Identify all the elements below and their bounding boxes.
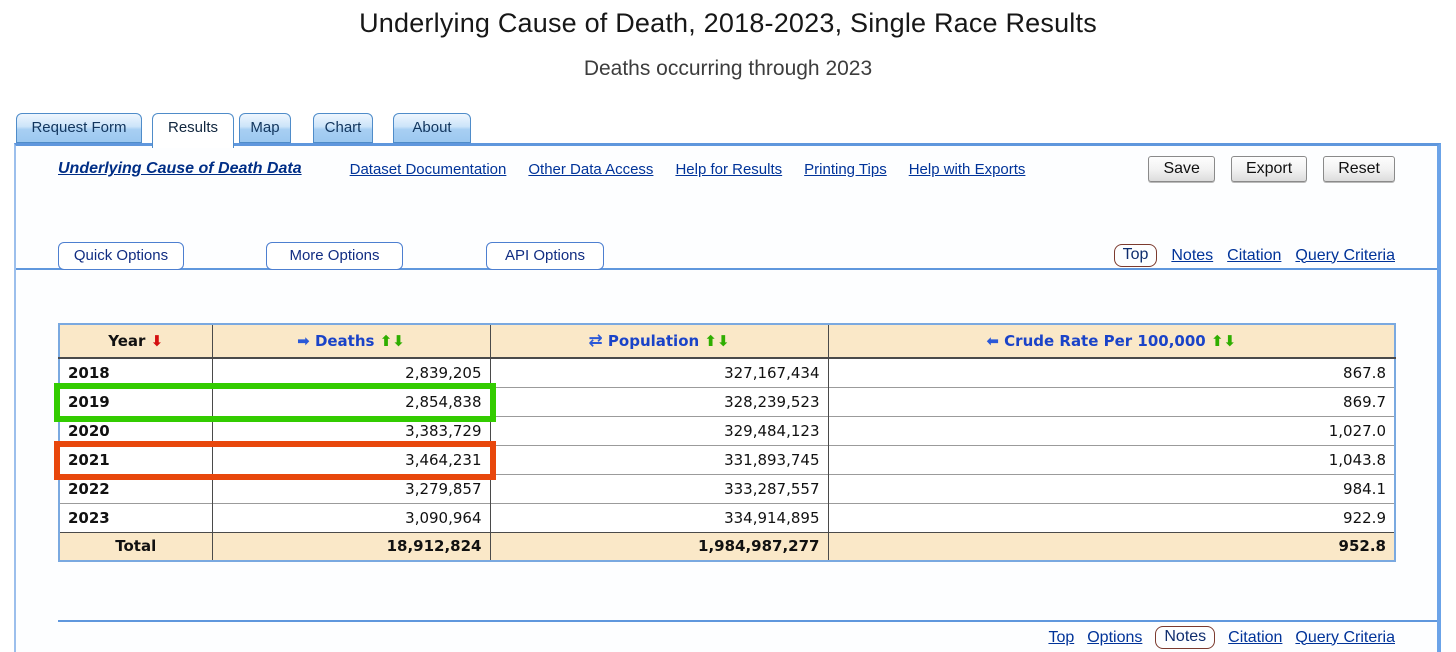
- link-query-criteria[interactable]: Query Criteria: [1295, 246, 1395, 264]
- cell-total-label: Total: [59, 531, 212, 561]
- col-header-crude-rate[interactable]: ⬅ Crude Rate Per 100,000 ⬆⬇: [827, 324, 1395, 359]
- tab-chart[interactable]: Chart: [313, 113, 373, 143]
- cell-population: 333,287,557: [489, 473, 828, 503]
- sort-asc-icon[interactable]: ⬆: [704, 332, 717, 350]
- cell-total-population: 1,984,987,277: [489, 531, 828, 561]
- cell-population: 327,167,434: [489, 357, 828, 387]
- col-header-year-label: Year: [108, 332, 146, 350]
- col-header-deaths[interactable]: ➡ Deaths ⬆⬇: [211, 324, 490, 359]
- cell-crude-rate: 922.9: [827, 502, 1395, 532]
- top-anchor-button[interactable]: Top: [1113, 244, 1158, 267]
- notes-anchor-button[interactable]: Notes: [1155, 626, 1216, 649]
- cell-year: 2020: [59, 415, 212, 445]
- sort-desc-icon[interactable]: ⬇: [1223, 332, 1237, 350]
- cell-year: 2023: [59, 502, 212, 532]
- cell-crude-rate: 867.8: [827, 357, 1395, 387]
- sort-desc-icon[interactable]: ⬇: [150, 332, 164, 350]
- col-header-population[interactable]: ⇄ Population ⬆⬇: [489, 324, 828, 359]
- cell-year: 2021: [59, 444, 212, 474]
- results-table: Year ⬇ ➡ Deaths ⬆⬇ ⇄ Population ⬆⬇ ⬅: [58, 323, 1396, 562]
- link-options[interactable]: Options: [1087, 628, 1143, 646]
- cell-deaths: 2,854,838: [211, 386, 490, 416]
- results-panel: Underlying Cause of Death Data Dataset D…: [14, 143, 1441, 652]
- jump-links-top: Top Notes Citation Query Criteria: [1113, 244, 1395, 267]
- quick-options-tab[interactable]: Quick Options: [58, 242, 184, 270]
- sort-asc-icon[interactable]: ⬆: [1210, 332, 1224, 350]
- cell-population: 331,893,745: [489, 444, 828, 474]
- page-subtitle: Deaths occurring through 2023: [583, 57, 873, 80]
- table-row: 2021 3,464,231 331,893,745 1,043.8: [59, 444, 1395, 474]
- link-citation[interactable]: Citation: [1228, 628, 1283, 646]
- cell-year: 2018: [59, 357, 212, 387]
- table-row: 2022 3,279,857 333,287,557 984.1: [59, 473, 1395, 503]
- move-left-icon[interactable]: ⬅: [986, 332, 999, 350]
- cell-year: 2019: [59, 386, 212, 416]
- cell-year: 2022: [59, 473, 212, 503]
- table-row: 2020 3,383,729 329,484,123 1,027.0: [59, 415, 1395, 445]
- export-button[interactable]: Export: [1230, 156, 1308, 182]
- reset-button[interactable]: Reset: [1323, 156, 1395, 182]
- link-notes[interactable]: Notes: [1171, 246, 1214, 264]
- dataset-title-link[interactable]: Underlying Cause of Death Data: [58, 160, 302, 177]
- table-total-row: Total 18,912,824 1,984,987,277 952.8: [59, 531, 1395, 561]
- page-title: Underlying Cause of Death, 2018-2023, Si…: [359, 8, 1097, 38]
- more-options-tab[interactable]: More Options: [266, 242, 403, 270]
- cell-deaths: 2,839,205: [211, 357, 490, 387]
- toolbar: Underlying Cause of Death Data Dataset D…: [58, 156, 1395, 182]
- sort-asc-icon[interactable]: ⬆: [379, 332, 393, 350]
- table-row: 2018 2,839,205 327,167,434 867.8: [59, 357, 1395, 387]
- cell-crude-rate: 984.1: [827, 473, 1395, 503]
- swap-columns-icon[interactable]: ⇄: [588, 331, 603, 351]
- tab-request-form[interactable]: Request Form: [16, 113, 142, 143]
- cell-total-deaths: 18,912,824: [211, 531, 490, 561]
- sort-desc-icon[interactable]: ⬇: [392, 332, 405, 350]
- table-row: 2019 2,854,838 328,239,523 869.7: [59, 386, 1395, 416]
- link-help-with-exports[interactable]: Help with Exports: [908, 160, 1026, 178]
- cell-crude-rate: 869.7: [827, 386, 1395, 416]
- link-other-data-access[interactable]: Other Data Access: [528, 160, 654, 178]
- results-table-wrap: Year ⬇ ➡ Deaths ⬆⬇ ⇄ Population ⬆⬇ ⬅: [54, 323, 1403, 562]
- sort-desc-icon[interactable]: ⬇: [717, 332, 730, 350]
- col-header-crude-rate-label: Crude Rate Per 100,000: [1004, 332, 1206, 350]
- cell-population: 329,484,123: [489, 415, 828, 445]
- table-row: 2023 3,090,964 334,914,895 922.9: [59, 502, 1395, 532]
- cell-crude-rate: 1,043.8: [827, 444, 1395, 474]
- cell-deaths: 3,090,964: [211, 502, 490, 532]
- link-query-criteria[interactable]: Query Criteria: [1295, 628, 1395, 646]
- link-help-for-results[interactable]: Help for Results: [675, 160, 783, 178]
- col-header-deaths-label: Deaths: [314, 332, 375, 350]
- cell-crude-rate: 1,027.0: [827, 415, 1395, 445]
- table-header-row: Year ⬇ ➡ Deaths ⬆⬇ ⇄ Population ⬆⬇ ⬅: [59, 324, 1395, 359]
- link-dataset-documentation[interactable]: Dataset Documentation: [349, 160, 507, 178]
- footer-divider: [58, 620, 1437, 622]
- tab-map[interactable]: Map: [239, 113, 291, 143]
- link-citation[interactable]: Citation: [1227, 246, 1282, 264]
- api-options-tab[interactable]: API Options: [486, 242, 604, 270]
- link-top[interactable]: Top: [1048, 628, 1075, 646]
- cell-deaths: 3,383,729: [211, 415, 490, 445]
- tab-results[interactable]: Results: [152, 113, 234, 148]
- save-button[interactable]: Save: [1148, 156, 1215, 182]
- options-divider: [16, 268, 1437, 270]
- link-printing-tips[interactable]: Printing Tips: [804, 160, 887, 178]
- cell-population: 334,914,895: [489, 502, 828, 532]
- move-right-icon[interactable]: ➡: [297, 332, 310, 350]
- col-header-year[interactable]: Year ⬇: [59, 324, 212, 359]
- cell-total-crude-rate: 952.8: [827, 531, 1395, 561]
- cell-population: 328,239,523: [489, 386, 828, 416]
- cell-deaths: 3,279,857: [211, 473, 490, 503]
- cell-deaths: 3,464,231: [211, 444, 490, 474]
- action-buttons: Save Export Reset: [1148, 156, 1395, 182]
- jump-links-bottom: Top Options Notes Citation Query Criteri…: [1048, 626, 1395, 649]
- tab-about[interactable]: About: [393, 113, 471, 143]
- col-header-population-label: Population: [607, 332, 700, 350]
